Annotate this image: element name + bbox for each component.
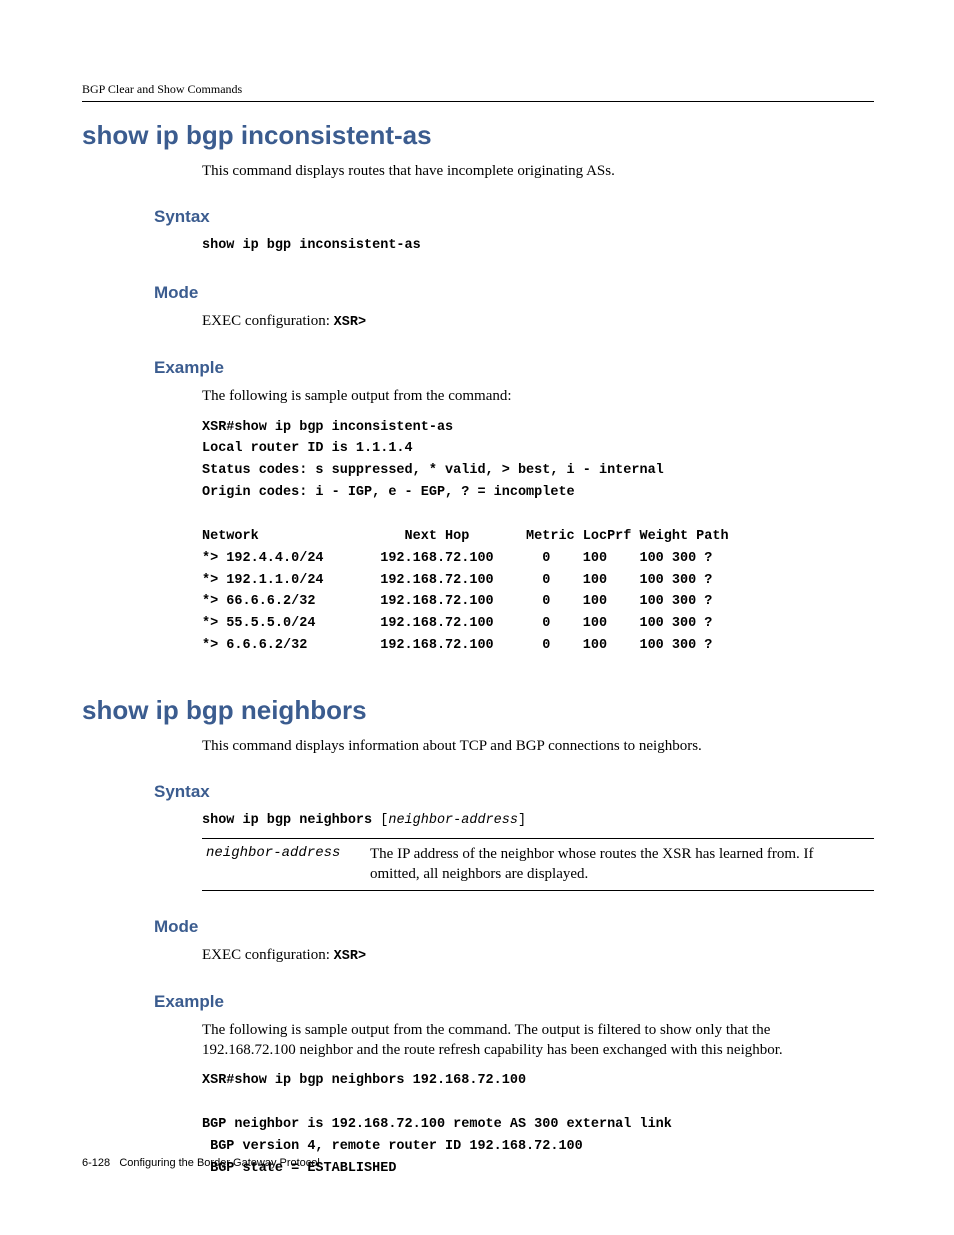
footer-page: 6-128 — [82, 1157, 110, 1169]
running-header: BGP Clear and Show Commands — [82, 82, 874, 102]
cmd1-mode-prompt: XSR> — [334, 315, 366, 330]
cmd2-syntax-heading: Syntax — [154, 782, 874, 802]
cmd1-syntax: show ip bgp inconsistent-as — [202, 235, 874, 257]
cmd2-mode-text: EXEC configuration: XSR> — [202, 945, 864, 966]
cmd1-mode-label: EXEC configuration: — [202, 313, 334, 329]
cmd1-mode-heading: Mode — [154, 283, 874, 303]
page-footer: 6-128 Configuring the Border Gateway Pro… — [82, 1157, 320, 1169]
cmd2-description: This command displays information about … — [202, 736, 864, 756]
footer-chapter: Configuring the Border Gateway Protocol — [119, 1157, 320, 1169]
table-row: neighbor-address The IP address of the n… — [202, 839, 874, 891]
cmd2-syntax-arg: neighbor-address — [388, 813, 518, 828]
cmd2-param-table: neighbor-address The IP address of the n… — [202, 838, 874, 891]
cmd1-description: This command displays routes that have i… — [202, 161, 864, 181]
cmd2-example-heading: Example — [154, 992, 874, 1012]
cmd2-mode-heading: Mode — [154, 917, 874, 937]
cmd2-param-desc: The IP address of the neighbor whose rou… — [370, 839, 874, 891]
cmd1-output: XSR#show ip bgp inconsistent-as Local ro… — [202, 417, 874, 657]
cmd2-syntax: show ip bgp neighbors [neighbor-address] — [202, 810, 874, 832]
cmd2-title: show ip bgp neighbors — [82, 695, 874, 726]
cmd1-example-heading: Example — [154, 358, 874, 378]
cmd2-example-intro: The following is sample output from the … — [202, 1020, 864, 1061]
cmd2-param-name: neighbor-address — [202, 839, 370, 891]
cmd2-mode-prompt: XSR> — [334, 949, 366, 964]
cmd1-example-intro: The following is sample output from the … — [202, 386, 864, 406]
cmd2-syntax-bracket-open: [ — [372, 813, 388, 828]
cmd2-syntax-bracket-close: ] — [518, 813, 526, 828]
cmd1-mode-text: EXEC configuration: XSR> — [202, 311, 864, 332]
cmd1-syntax-heading: Syntax — [154, 207, 874, 227]
cmd2-mode-label: EXEC configuration: — [202, 947, 334, 963]
cmd1-title: show ip bgp inconsistent-as — [82, 120, 874, 151]
cmd2-syntax-cmd: show ip bgp neighbors — [202, 813, 372, 828]
